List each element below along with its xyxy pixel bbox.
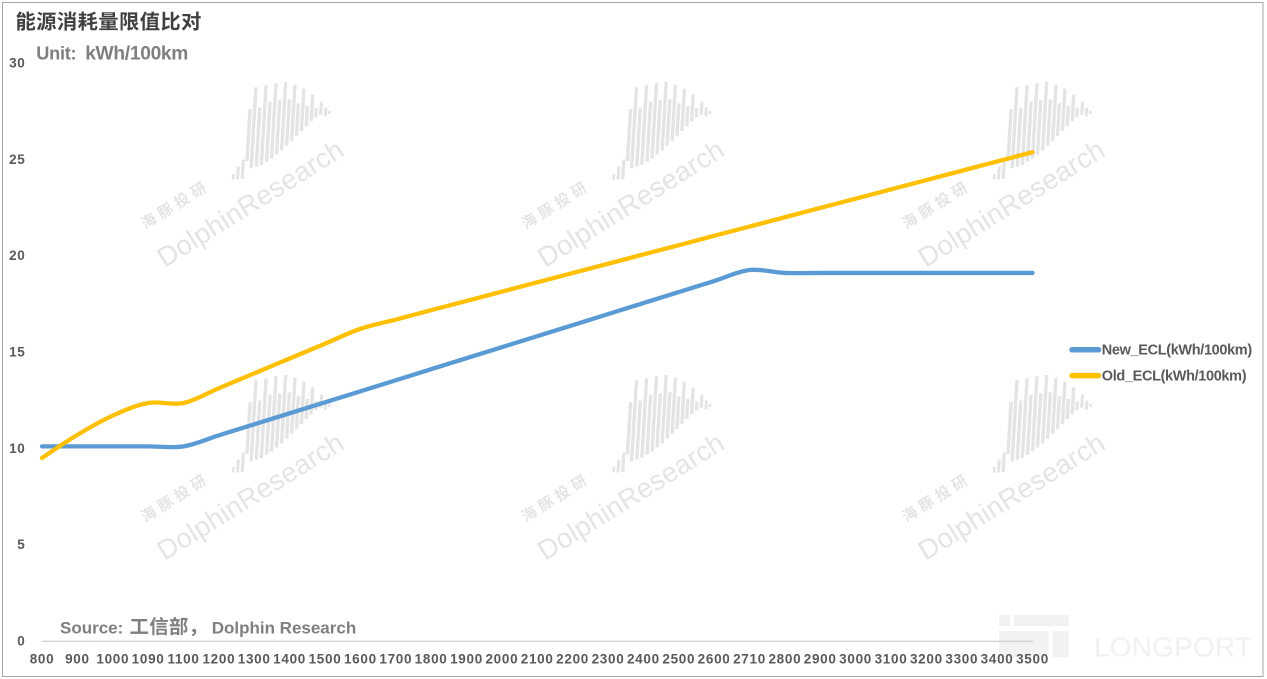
svg-text:1100: 1100 [167, 652, 199, 667]
svg-text:2900: 2900 [804, 652, 837, 667]
svg-text:1200: 1200 [202, 652, 235, 667]
svg-text:1090: 1090 [132, 652, 165, 667]
svg-text:1800: 1800 [415, 652, 448, 667]
svg-text:1600: 1600 [344, 652, 377, 667]
svg-text:3100: 3100 [875, 652, 908, 667]
svg-text:30: 30 [9, 56, 25, 71]
svg-text:2600: 2600 [698, 652, 731, 667]
svg-text:3400: 3400 [981, 652, 1014, 667]
svg-text:Unit:: Unit: [36, 43, 76, 63]
svg-text:LONGPORT: LONGPORT [1094, 632, 1252, 663]
svg-text:1500: 1500 [309, 652, 342, 667]
svg-text:2800: 2800 [768, 652, 801, 667]
svg-text:1700: 1700 [379, 652, 412, 667]
svg-text:0: 0 [17, 634, 25, 649]
svg-text:15: 15 [9, 345, 25, 360]
svg-text:2000: 2000 [485, 652, 518, 667]
svg-text:2710: 2710 [733, 652, 766, 667]
svg-text:25: 25 [9, 152, 25, 167]
svg-text:kWh/100km: kWh/100km [85, 43, 188, 64]
svg-text:5: 5 [17, 537, 25, 552]
svg-text:3300: 3300 [945, 652, 978, 667]
svg-text:3500: 3500 [1016, 652, 1049, 667]
svg-text:20: 20 [9, 248, 25, 263]
svg-text:Dolphin Research: Dolphin Research [212, 619, 357, 638]
svg-text:2300: 2300 [592, 652, 625, 667]
svg-text:2200: 2200 [556, 652, 589, 667]
svg-text:800: 800 [30, 652, 55, 667]
svg-text:10: 10 [9, 441, 25, 456]
svg-text:2400: 2400 [627, 652, 660, 667]
svg-text:3000: 3000 [839, 652, 872, 667]
svg-text:2500: 2500 [662, 652, 695, 667]
svg-text:1300: 1300 [238, 652, 271, 667]
svg-text:Source:: Source: [60, 619, 123, 638]
svg-text:3200: 3200 [910, 652, 943, 667]
svg-text:900: 900 [65, 652, 90, 667]
svg-text:1000: 1000 [96, 652, 129, 667]
svg-text:New_ECL(kWh/100km): New_ECL(kWh/100km) [1102, 343, 1253, 359]
svg-text:1900: 1900 [450, 652, 483, 667]
svg-text:2100: 2100 [521, 652, 554, 667]
svg-text:1400: 1400 [273, 652, 306, 667]
svg-text:Old_ECL(kWh/100km): Old_ECL(kWh/100km) [1102, 368, 1247, 384]
